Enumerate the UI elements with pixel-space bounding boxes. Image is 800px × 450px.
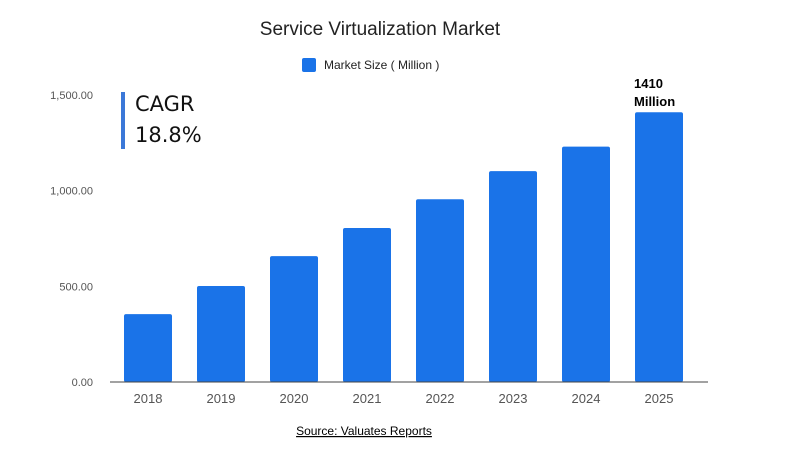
x-tick-label: 2025 [645, 391, 674, 406]
y-tick-label: 500.00 [59, 281, 93, 293]
last-value-annotation: 1410 Million [634, 76, 675, 109]
bar-2019 [197, 285, 245, 382]
cagr-value: 18.8% [135, 123, 202, 147]
y-tick-label: 1,000.00 [50, 186, 93, 198]
x-tick-label: 2023 [499, 391, 528, 406]
legend: Market Size ( Million ) [302, 58, 439, 72]
bar-2024 [562, 146, 610, 382]
cagr-accent-bar [121, 92, 125, 149]
x-axis-ticks: 2018 2019 2020 2021 2022 2023 2024 2025 [134, 391, 674, 406]
x-tick-label: 2019 [207, 391, 236, 406]
cagr-title: CAGR [135, 92, 195, 116]
x-tick-label: 2018 [134, 391, 163, 406]
legend-label: Market Size ( Million ) [324, 58, 439, 72]
x-tick-label: 2021 [353, 391, 382, 406]
bar-2023 [489, 171, 537, 382]
x-tick-label: 2024 [572, 391, 601, 406]
bar-2018 [124, 314, 172, 382]
y-tick-label: 1,500.00 [50, 90, 93, 102]
bar-2022 [416, 199, 464, 382]
last-value-unit: Million [634, 94, 675, 109]
bars-group [124, 112, 683, 382]
bar-2020 [270, 256, 318, 382]
chart-title: Service Virtualization Market [260, 19, 501, 40]
y-tick-label: 0.00 [72, 377, 93, 389]
x-tick-label: 2020 [280, 391, 309, 406]
source-link[interactable]: Source: Valuates Reports [296, 424, 432, 438]
x-tick-label: 2022 [426, 391, 455, 406]
legend-swatch [302, 58, 316, 72]
y-axis-ticks: 0.00 500.00 1,000.00 1,500.00 [50, 90, 93, 389]
cagr-annotation: CAGR 18.8% [121, 92, 202, 149]
bar-2021 [343, 227, 391, 382]
last-value-number: 1410 [634, 76, 663, 91]
bar-2025 [635, 112, 683, 382]
